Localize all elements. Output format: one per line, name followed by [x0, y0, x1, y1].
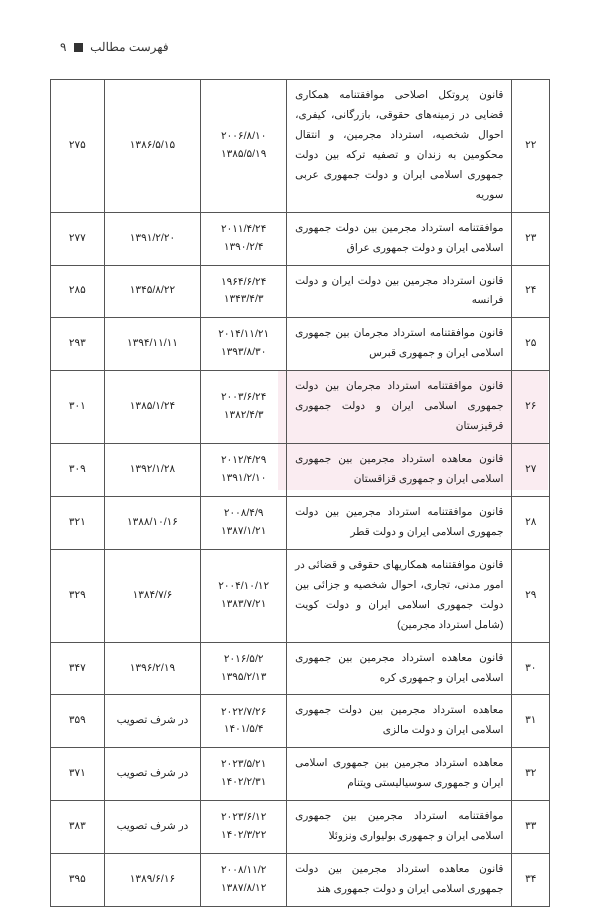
row-number: ۲۸ — [512, 496, 550, 549]
row-page: ۳۴۷ — [51, 642, 105, 695]
row-number: ۲۲ — [512, 80, 550, 213]
row-title: موافقتنامه استرداد مجرمین بین دولت جمهور… — [287, 212, 512, 265]
row-page: ۳۲۱ — [51, 496, 105, 549]
table-row: ۲۹قانون موافقتنامه همکاریهای حقوقی و قضا… — [51, 549, 550, 642]
table-row: ۲۳موافقتنامه استرداد مجرمین بین دولت جمه… — [51, 212, 550, 265]
row-page: ۲۹۳ — [51, 318, 105, 371]
row-dates-a: ۲۰۰۶/۸/۱۰۱۳۸۵/۵/۱۹ — [201, 80, 287, 213]
row-dates-a: ۲۰۰۴/۱۰/۱۲۱۳۸۳/۷/۲۱ — [201, 549, 287, 642]
row-page: ۳۰۹ — [51, 444, 105, 497]
row-number: ۳۰ — [512, 642, 550, 695]
row-title: قانون موافقتنامه استرداد مجرمان بین جمهو… — [287, 318, 512, 371]
row-number: ۳۴ — [512, 854, 550, 907]
row-dates-a: ۲۰۱۱/۴/۲۴۱۳۹۰/۲/۴ — [201, 212, 287, 265]
row-page: ۳۹۵ — [51, 854, 105, 907]
row-title: قانون موافقتنامه استرداد مجرمین بین دولت… — [287, 496, 512, 549]
row-title: معاهده استرداد مجرمین بین دولت جمهوری اس… — [287, 695, 512, 748]
row-number: ۲۵ — [512, 318, 550, 371]
table-row: ۲۴قانون استرداد مجرمین بین دولت ایران و … — [51, 265, 550, 318]
row-dates-a: ۱۹۶۴/۶/۲۴۱۳۴۳/۴/۳ — [201, 265, 287, 318]
row-dates-a: ۲۰۲۲/۷/۲۶۱۴۰۱/۵/۴ — [201, 695, 287, 748]
table-row: ۳۳موافقتنامه استرداد مجرمین بین جمهوری ا… — [51, 801, 550, 854]
row-date-b: ۱۳۸۸/۱۰/۱۶ — [104, 496, 201, 549]
row-dates-a: ۲۰۲۳/۵/۲۱۱۴۰۲/۲/۳۱ — [201, 748, 287, 801]
row-number: ۳۳ — [512, 801, 550, 854]
row-title: معاهده استرداد مجرمین بین جمهوری اسلامی … — [287, 748, 512, 801]
row-number: ۳۲ — [512, 748, 550, 801]
row-dates-a: ۲۰۲۳/۶/۱۲۱۴۰۲/۳/۲۲ — [201, 801, 287, 854]
row-title: قانون معاهده استرداد مجرمین بین جمهوری ا… — [287, 642, 512, 695]
row-date-b: ۱۳۹۴/۱۱/۱۱ — [104, 318, 201, 371]
row-page: ۲۷۵ — [51, 80, 105, 213]
table-row: ۲۵قانون موافقتنامه استرداد مجرمان بین جم… — [51, 318, 550, 371]
row-date-b: ۱۳۸۶/۵/۱۵ — [104, 80, 201, 213]
row-number: ۲۷ — [512, 444, 550, 497]
row-number: ۲۴ — [512, 265, 550, 318]
row-number: ۲۶ — [512, 371, 550, 444]
row-title: قانون معاهده استرداد مجرمین بین جمهوری ا… — [287, 444, 512, 497]
contents-table: ۲۲قانون پروتکل اصلاحی موافقتنامه همکاری … — [50, 79, 550, 907]
row-page: ۳۰۱ — [51, 371, 105, 444]
table-row: ۳۴قانون معاهده استرداد مجرمین بین دولت ج… — [51, 854, 550, 907]
row-date-b: ۱۳۸۹/۶/۱۶ — [104, 854, 201, 907]
header-page-num: ۹ — [60, 40, 66, 54]
row-number: ۲۹ — [512, 549, 550, 642]
row-title: قانون موافقتنامه استرداد مجرمان بین دولت… — [287, 371, 512, 444]
row-date-b: ۱۳۴۵/۸/۲۲ — [104, 265, 201, 318]
table-row: ۲۷قانون معاهده استرداد مجرمین بین جمهوری… — [51, 444, 550, 497]
row-page: ۲۷۷ — [51, 212, 105, 265]
table-row: ۲۶قانون موافقتنامه استرداد مجرمان بین دو… — [51, 371, 550, 444]
table-row: ۳۲معاهده استرداد مجرمین بین جمهوری اسلام… — [51, 748, 550, 801]
row-page: ۳۵۹ — [51, 695, 105, 748]
row-date-b: ۱۳۸۵/۱/۲۴ — [104, 371, 201, 444]
row-dates-a: ۲۰۱۲/۴/۲۹۱۳۹۱/۲/۱۰ — [201, 444, 287, 497]
row-number: ۳۱ — [512, 695, 550, 748]
row-title: قانون معاهده استرداد مجرمین بین دولت جمه… — [287, 854, 512, 907]
row-date-b: ۱۳۹۱/۲/۲۰ — [104, 212, 201, 265]
row-dates-a: ۲۰۰۳/۶/۲۴۱۳۸۲/۴/۳ — [201, 371, 287, 444]
row-date-b: در شرف تصویب — [104, 695, 201, 748]
header-square-icon — [74, 43, 83, 52]
table-row: ۲۸قانون موافقتنامه استرداد مجرمین بین دو… — [51, 496, 550, 549]
row-dates-a: ۲۰۱۶/۵/۲۱۳۹۵/۲/۱۳ — [201, 642, 287, 695]
row-page: ۳۸۳ — [51, 801, 105, 854]
row-date-b: ۱۳۸۴/۷/۶ — [104, 549, 201, 642]
row-title: قانون استرداد مجرمین بین دولت ایران و دو… — [287, 265, 512, 318]
table-row: ۲۲قانون پروتکل اصلاحی موافقتنامه همکاری … — [51, 80, 550, 213]
row-page: ۳۷۱ — [51, 748, 105, 801]
row-title: موافقتنامه استرداد مجرمین بین جمهوری اسل… — [287, 801, 512, 854]
table-row: ۳۰قانون معاهده استرداد مجرمین بین جمهوری… — [51, 642, 550, 695]
row-dates-a: ۲۰۰۸/۱۱/۲۱۳۸۷/۸/۱۲ — [201, 854, 287, 907]
row-date-b: ۱۳۹۶/۲/۱۹ — [104, 642, 201, 695]
row-date-b: در شرف تصویب — [104, 748, 201, 801]
page-header: فهرست مطالب ۹ — [50, 40, 550, 54]
row-page: ۳۲۹ — [51, 549, 105, 642]
row-title: قانون پروتکل اصلاحی موافقتنامه همکاری قض… — [287, 80, 512, 213]
row-dates-a: ۲۰۱۴/۱۱/۲۱۱۳۹۳/۸/۳۰ — [201, 318, 287, 371]
row-dates-a: ۲۰۰۸/۴/۹۱۳۸۷/۱/۲۱ — [201, 496, 287, 549]
row-title: قانون موافقتنامه همکاریهای حقوقی و قضائی… — [287, 549, 512, 642]
header-title: فهرست مطالب — [90, 40, 168, 54]
row-page: ۲۸۵ — [51, 265, 105, 318]
row-date-b: ۱۳۹۲/۱/۲۸ — [104, 444, 201, 497]
row-date-b: در شرف تصویب — [104, 801, 201, 854]
table-row: ۳۱معاهده استرداد مجرمین بین دولت جمهوری … — [51, 695, 550, 748]
row-number: ۲۳ — [512, 212, 550, 265]
